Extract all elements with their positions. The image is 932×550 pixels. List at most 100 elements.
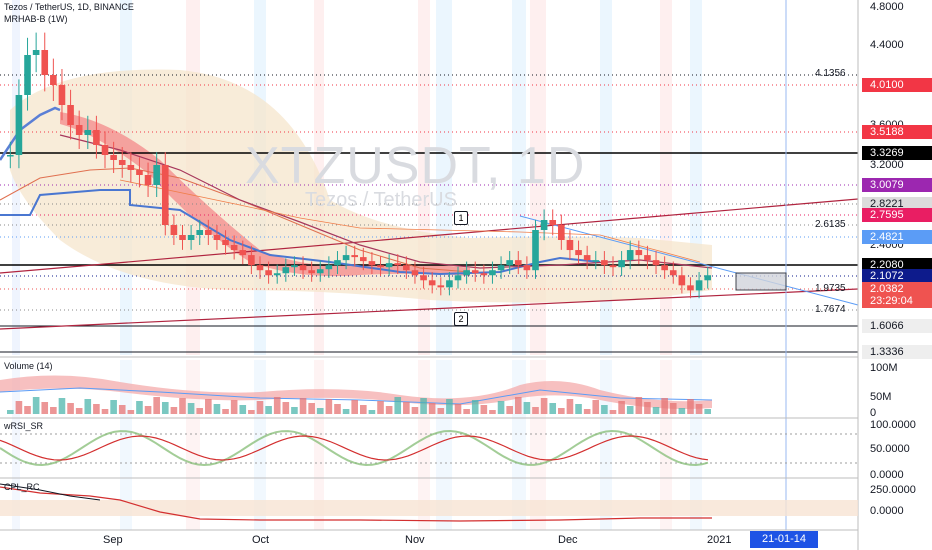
trend-line [519,215,859,306]
price-label-1: 3.5188 [862,125,932,139]
candle-body-29 [256,265,264,271]
candle-body-31 [273,273,281,276]
candle-body-14 [127,165,135,170]
ma-blue-short [0,106,61,161]
candle-body-34 [299,265,307,271]
candle-body-71 [618,260,625,268]
price-label-0: 4.0100 [862,78,932,92]
candle-body-17 [153,165,160,185]
price-label-10: 23:29:04 [862,294,932,308]
volume-bar-72 [626,406,634,414]
time-axis-label-2: Nov [405,534,425,546]
candle-body-43 [377,265,384,268]
volume-bar-20 [179,398,186,414]
candle-body-19 [170,225,178,235]
watermark-name: Tezos / TetherUS [305,189,457,211]
watermark-ticker: XTZUSDT, 1D [245,137,586,195]
volume-bar-62 [540,398,548,414]
candle-body-3 [32,50,40,55]
candle-body-2 [24,55,31,95]
volume-bar-9 [84,399,92,414]
volume-bar-1 [15,401,23,414]
candle-body-76 [661,265,668,271]
volume-bar-31 [273,397,281,414]
volume-ma-line [0,387,713,405]
candle-body-68 [592,260,600,262]
volume-bar-59 [514,397,522,414]
candle-body-1 [15,95,23,155]
candle-body-79 [687,285,694,291]
callout-2: 2 [454,312,468,326]
volume-bar-26 [230,400,238,414]
price-axis-label-3: 3.2000 [870,159,904,171]
candle-body-27 [239,250,247,256]
third-line-dark [0,483,101,501]
candle-body-24 [213,235,221,240]
third-axis-label-1: 0.0000 [870,505,904,517]
volume-axis-label-2: 0 [870,407,877,419]
candle-body-40 [351,255,358,258]
price-label-7: 2.2080 [862,258,932,272]
volume-bar-77 [669,403,677,414]
third-line [0,486,712,522]
candle-body-48 [420,275,427,281]
candle-body-22 [196,230,204,235]
volume-bar-56 [489,410,496,414]
volume-bar-27 [239,405,247,414]
candle-body-61 [532,230,539,271]
candle-body-55 [480,273,488,276]
volume-bar-30 [265,406,272,414]
candle-body-73 [635,250,643,256]
volume-bar-75 [652,407,660,414]
volume-bar-35 [308,403,315,414]
candle-body-20 [179,235,186,240]
volume-bar-54 [471,400,479,414]
volume-bar-5 [50,407,57,414]
volume-bar-37 [325,399,333,414]
volume-bar-23 [205,399,212,414]
channel-upper [0,198,859,274]
session-band-lower-4 [314,360,324,530]
candle-body-28 [248,255,255,266]
volume-bar-32 [282,402,290,414]
candle-body-60 [523,265,531,271]
volume-bar-47 [411,407,419,414]
volume-bar-36 [316,408,324,414]
volume-bar-58 [506,406,513,414]
price-label-6: 2.4821 [862,230,932,244]
ma-orange [0,167,471,273]
volume-bar-55 [480,405,488,414]
volume-bar-64 [558,408,565,414]
session-band-lower-1 [120,360,132,530]
candle-body-59 [514,260,522,266]
volume-bar-33 [291,407,298,414]
volume-bar-45 [394,397,402,414]
candle-body-38 [334,260,341,266]
volume-bar-79 [687,399,694,414]
candle-body-72 [626,250,634,261]
candle-body-25 [222,240,229,245]
volume-bar-8 [75,408,83,414]
candle-body-10 [93,130,100,145]
volume-bar-42 [368,410,376,414]
volume-bar-68 [592,400,600,414]
rsi-line [0,429,709,467]
candle-body-52 [454,275,462,281]
volume-bar-18 [161,402,169,414]
candle-body-66 [575,250,582,256]
session-band-lower-0 [12,360,20,530]
volume-bar-73 [635,397,643,414]
candle-body-57 [497,265,505,271]
candle-body-63 [549,220,557,225]
price-label-11: 1.6066 [862,319,932,333]
volume-bar-29 [256,401,264,414]
volume-bar-40 [351,400,358,414]
volume-bar-46 [403,402,410,414]
candle-body-70 [609,265,617,268]
candle-body-36 [316,269,324,274]
third-panel-title: CPL_RC [4,482,40,492]
candle-body-9 [84,130,92,135]
price-axis-label-0: 4.8000 [870,1,904,13]
volume-bar-81 [704,409,711,414]
